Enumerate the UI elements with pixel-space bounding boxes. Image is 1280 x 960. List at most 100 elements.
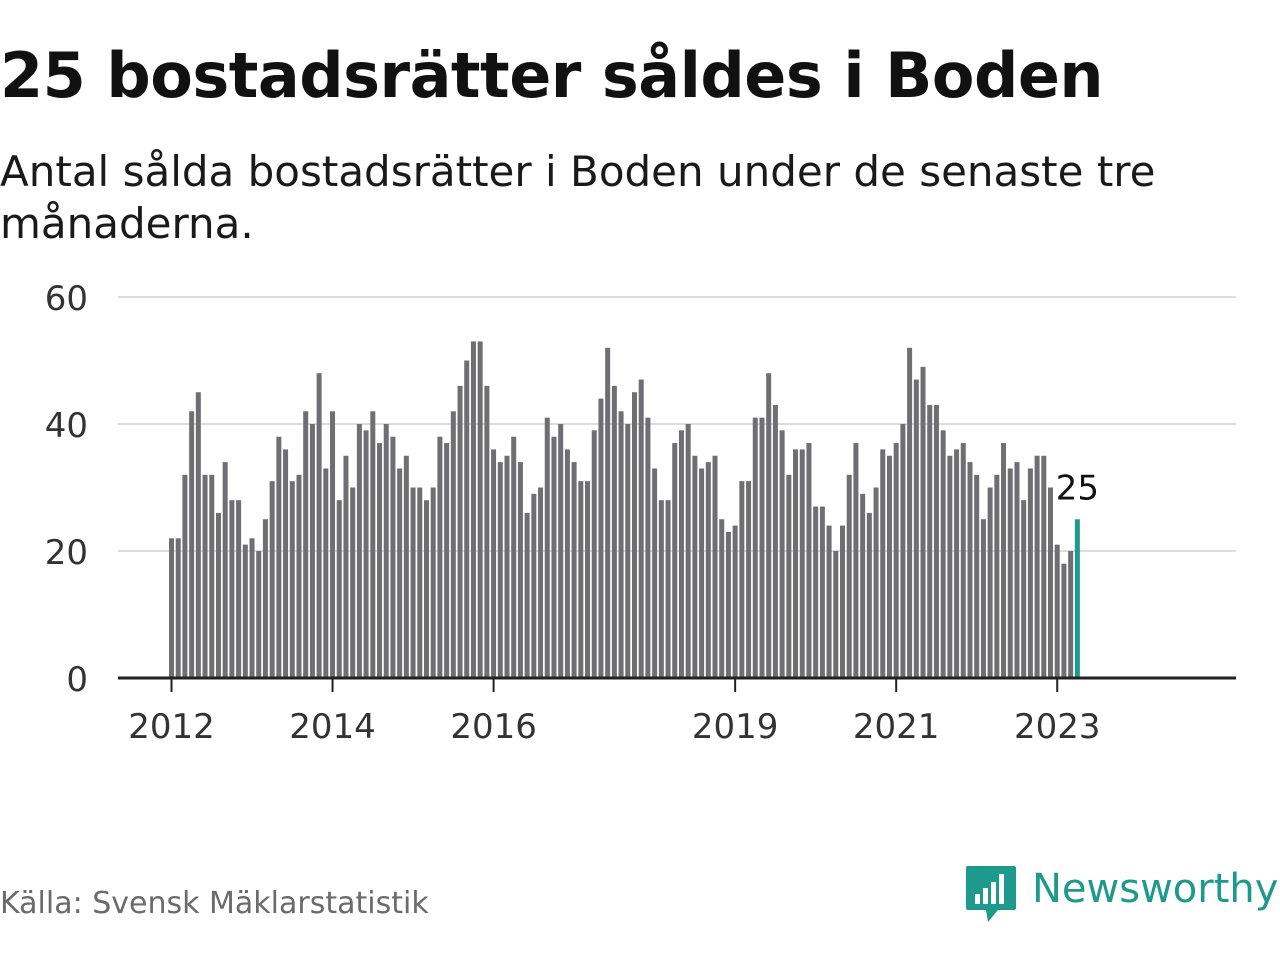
bar: [229, 500, 235, 678]
bar: [672, 443, 678, 678]
bar: [987, 487, 993, 678]
bar: [209, 474, 215, 678]
y-axis-labels: 0 20 40 60: [45, 279, 88, 700]
bar: [491, 449, 497, 678]
bar: [249, 538, 255, 678]
y-tick-label: 60: [45, 279, 88, 319]
bar: [806, 443, 812, 678]
bar: [866, 512, 872, 678]
bar: [840, 525, 845, 678]
bar: [269, 481, 275, 678]
bar: [920, 366, 926, 678]
bar: [1001, 443, 1007, 678]
bar: [746, 481, 752, 678]
bar: [511, 436, 517, 678]
bar: [256, 551, 262, 678]
bar: [907, 347, 913, 678]
bar: [457, 385, 463, 678]
bar: [591, 430, 597, 678]
bar: [833, 551, 839, 678]
bar: [826, 525, 832, 678]
x-tick-label: 2014: [289, 707, 376, 747]
bar: [283, 449, 289, 678]
source-note: Källa: Svensk Mäklarstatistik: [0, 886, 429, 921]
chart-subtitle: Antal sålda bostadsrätter i Boden under …: [0, 147, 1156, 248]
x-tick-label: 2012: [128, 707, 215, 747]
bar: [752, 417, 758, 678]
bar: [960, 443, 966, 678]
bar: [571, 462, 577, 678]
bar: [524, 512, 530, 678]
newsworthy-chat-bar-icon: [966, 866, 1016, 922]
bar: [417, 487, 423, 678]
bar: [558, 424, 564, 678]
bar: [437, 436, 443, 678]
bar: [1034, 455, 1040, 678]
bar: [410, 487, 416, 678]
bars: [169, 341, 1080, 678]
bar: [786, 474, 792, 678]
bar: [725, 531, 731, 678]
x-axis: 2012 2014 2016 2019 2021 2023: [118, 676, 1236, 747]
bar: [611, 385, 617, 678]
bar: [699, 468, 705, 678]
bar: [517, 462, 523, 678]
bar: [799, 449, 805, 678]
bar: [739, 481, 745, 678]
bar: [377, 443, 383, 678]
bar: [323, 468, 329, 678]
bar: [893, 443, 899, 678]
bar: [638, 379, 644, 678]
bar: [853, 443, 859, 678]
x-tick-label: 2023: [1014, 707, 1101, 747]
bar: [940, 430, 946, 678]
bar: [564, 449, 570, 678]
x-tick-label: 2021: [853, 707, 940, 747]
bar: [873, 487, 879, 678]
bar: [886, 455, 892, 678]
bar: [390, 436, 396, 678]
bar: [900, 424, 906, 678]
annotations: 25: [1056, 468, 1099, 508]
bar: [383, 424, 389, 678]
bar: [363, 430, 369, 678]
bar: [813, 506, 819, 678]
bar: [947, 455, 953, 678]
bar: [645, 417, 651, 678]
bar: [652, 468, 658, 678]
bar: [719, 519, 725, 678]
bar: [692, 455, 698, 678]
bar: [1021, 500, 1027, 678]
bar: [423, 500, 429, 678]
bar: [1068, 551, 1074, 678]
bar: [202, 474, 208, 678]
newsworthy-logo: Newsworthy: [964, 864, 1280, 928]
bar: [296, 474, 302, 678]
bar: [665, 500, 671, 678]
bar: [397, 468, 403, 678]
bar: [846, 474, 852, 678]
bar: [712, 455, 718, 678]
logo-wordmark: Newsworthy: [1032, 866, 1279, 912]
y-tick-label: 20: [45, 533, 88, 573]
bar: [544, 417, 550, 678]
bar: [994, 474, 1000, 678]
bar: [236, 500, 242, 678]
highlight-value-label: 25: [1056, 468, 1099, 508]
bar: [933, 404, 939, 678]
bar: [497, 462, 503, 678]
bar: [470, 341, 476, 678]
bar: [464, 360, 470, 678]
bar: [350, 487, 356, 678]
bar: [625, 424, 631, 678]
bar: [356, 424, 362, 678]
bar: [1061, 563, 1067, 678]
bar: [477, 341, 483, 678]
bar: [444, 443, 450, 678]
bar: [605, 347, 611, 678]
bar: [450, 411, 456, 678]
bar: [759, 417, 765, 678]
bar: [685, 424, 691, 678]
x-tick-label: 2016: [450, 707, 537, 747]
bar: [631, 392, 637, 678]
